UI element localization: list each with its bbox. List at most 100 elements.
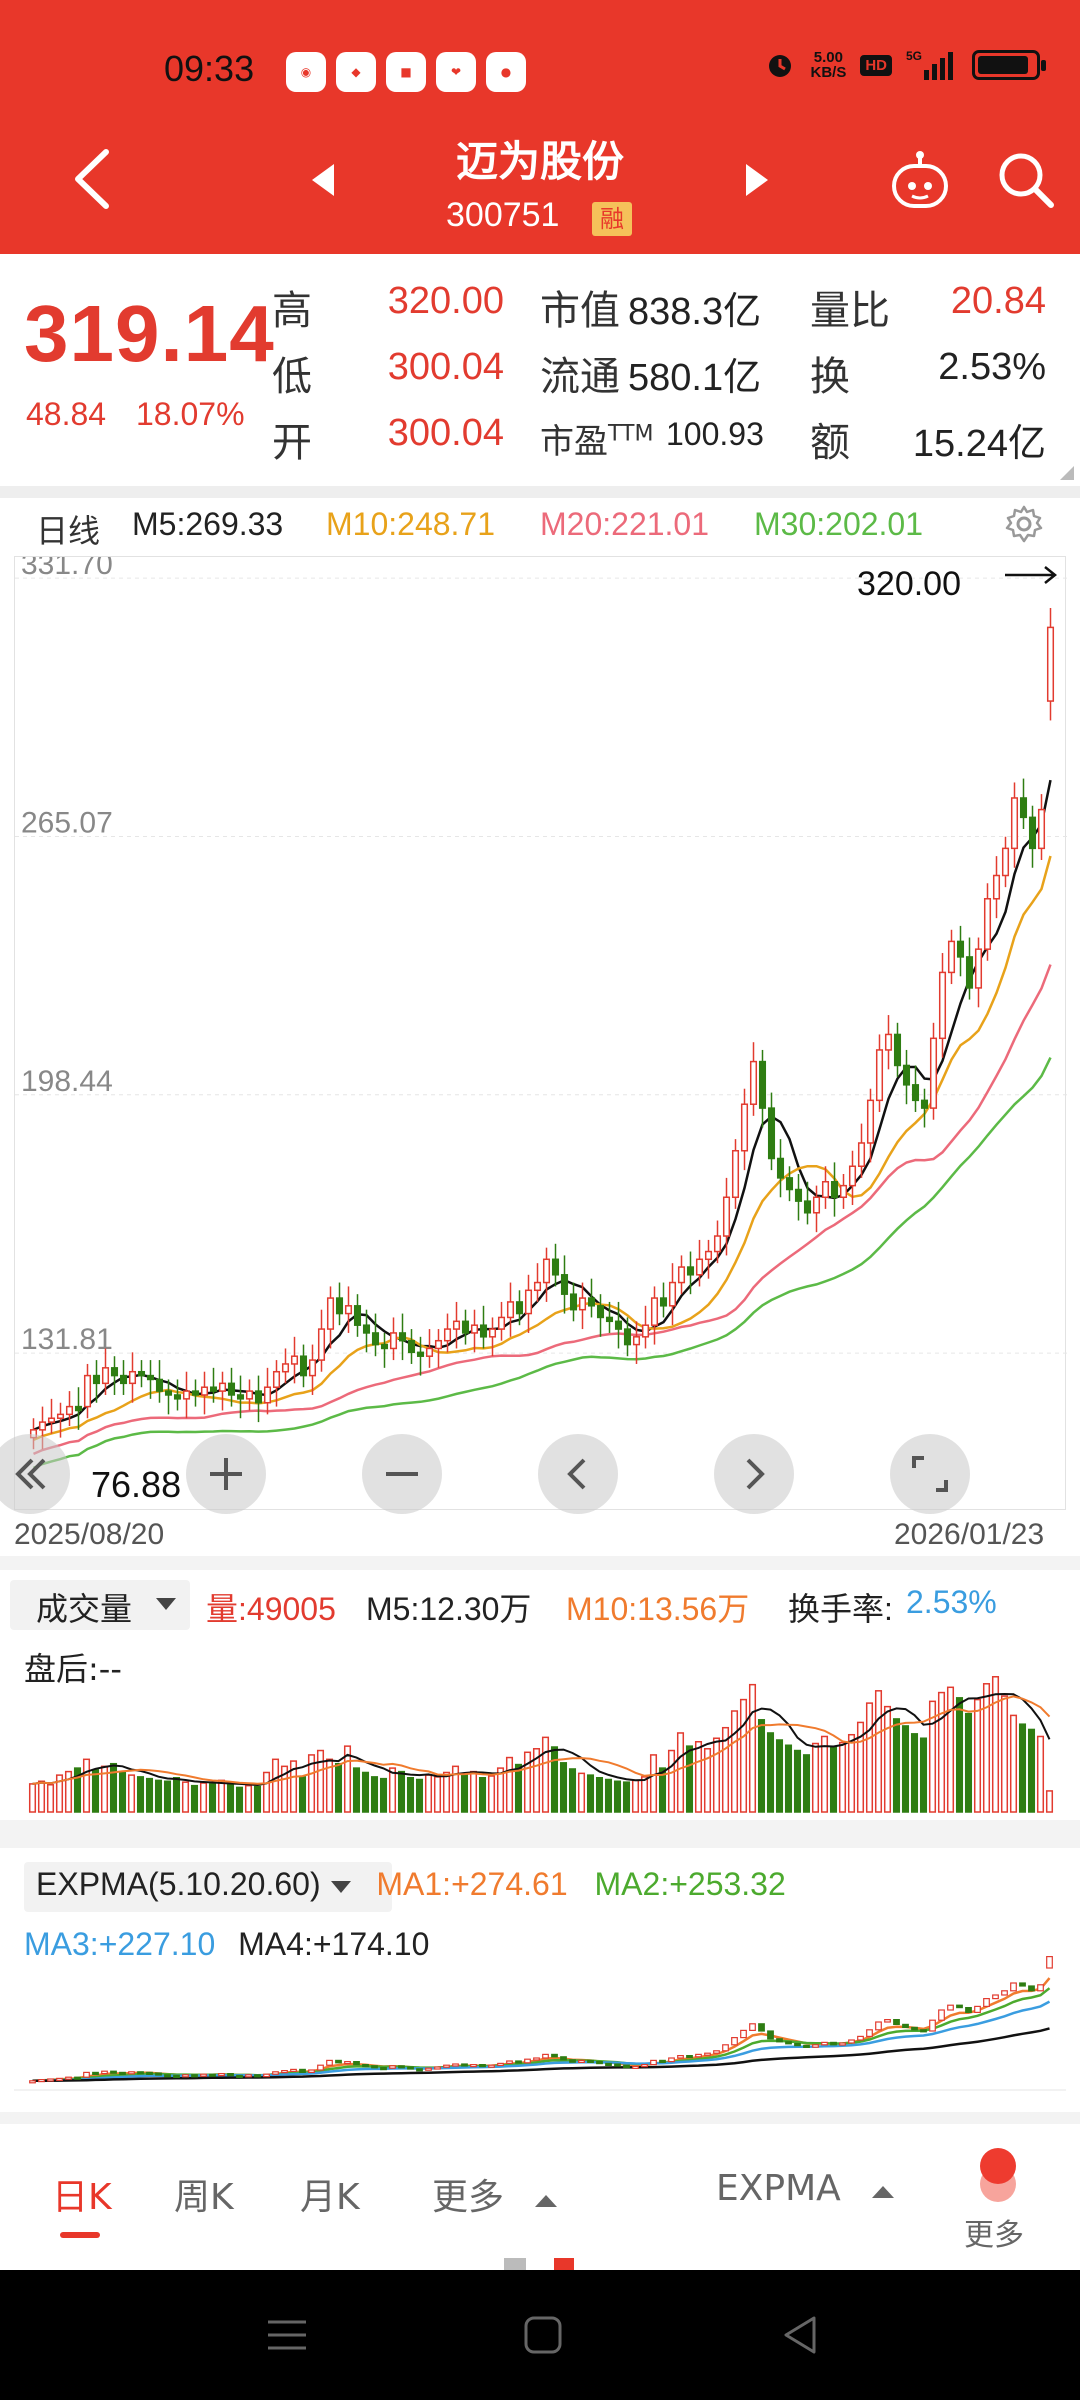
expma-candle — [803, 2044, 810, 2048]
back-arrow-icon[interactable] — [66, 146, 124, 212]
expma-indicator-dropdown[interactable] — [24, 1862, 392, 1912]
tab-day[interactable]: 日K — [52, 2177, 112, 2218]
tab-month[interactable]: 月K — [300, 2177, 360, 2218]
settings-gear-icon[interactable] — [1004, 504, 1044, 544]
tab-indicator-select[interactable]: EXPMA — [716, 2168, 896, 2209]
search-icon[interactable] — [996, 150, 1056, 210]
tab-more-periods[interactable]: 更多 — [432, 2168, 559, 2220]
expma-chart[interactable] — [14, 1900, 1066, 2100]
candle — [947, 940, 956, 974]
expma-candle — [290, 2068, 297, 2072]
expma-candle — [29, 2080, 36, 2084]
candle — [704, 1250, 713, 1261]
expma-candle — [443, 2064, 450, 2068]
candle — [164, 1390, 173, 1396]
expma-candle — [758, 2023, 765, 2032]
assistant-robot-icon[interactable] — [888, 150, 952, 212]
expma-candle — [461, 2063, 468, 2067]
expma-candle — [56, 2077, 63, 2081]
volume-chart[interactable] — [14, 1630, 1066, 1816]
expma-candle — [1001, 1990, 1008, 1996]
volume-bar — [361, 1771, 370, 1813]
expma-candle — [641, 2064, 648, 2068]
candle — [605, 1316, 614, 1323]
candle — [74, 1405, 83, 1412]
more-indicators-label[interactable]: 更多 — [964, 2218, 1024, 2253]
candle — [785, 1177, 794, 1191]
volume-bar — [586, 1774, 595, 1813]
kline-svg[interactable]: 331.70 265.07 198.44 131.81 320.00 76.88 — [15, 548, 1067, 1511]
volume-bar — [487, 1775, 496, 1813]
home-icon[interactable] — [518, 2310, 568, 2360]
expma-ma3: MA3:+227.10 — [24, 1926, 216, 1962]
stock-name: 迈为股份 — [455, 137, 624, 186]
expma-candle — [893, 2018, 900, 2025]
float-label: 流通 — [540, 354, 620, 400]
volume-bar — [253, 1785, 262, 1813]
candle — [308, 1359, 317, 1377]
low-label: 低 — [272, 354, 312, 400]
volume-bar — [217, 1779, 226, 1813]
previous-stock-icon[interactable] — [304, 160, 344, 200]
candle — [83, 1374, 92, 1408]
expand-corner-icon[interactable] — [1060, 466, 1074, 480]
volume-indicator-dropdown[interactable] — [10, 1580, 190, 1630]
ma10-line — [33, 855, 1052, 1442]
candle — [173, 1394, 182, 1400]
volume-bar — [613, 1780, 622, 1813]
turnover-rate-label: 换手率: — [788, 1591, 893, 1627]
app-notification-icon: ◉ — [286, 52, 326, 92]
zoom-in-button[interactable] — [186, 1434, 266, 1514]
candle — [875, 1049, 884, 1102]
expma-candle — [335, 2059, 342, 2064]
expma-candle — [128, 2071, 135, 2075]
volume-bar — [28, 1783, 37, 1813]
candle — [128, 1370, 137, 1385]
menu-icon[interactable] — [262, 2310, 312, 2360]
scroll-left-fast-button[interactable] — [0, 1434, 70, 1514]
candle — [398, 1332, 407, 1342]
fullscreen-button[interactable] — [890, 1434, 970, 1514]
back-icon[interactable] — [776, 2310, 826, 2360]
next-stock-icon[interactable] — [736, 160, 776, 200]
tab-week[interactable]: 周K — [174, 2177, 234, 2218]
kline-chart[interactable]: 331.70 265.07 198.44 131.81 320.00 76.88 — [14, 548, 1067, 1511]
candle — [848, 1165, 857, 1187]
expma-ma2: MA2:+253.32 — [594, 1866, 786, 1902]
expma-candle — [740, 2029, 747, 2039]
expma-candle — [569, 2059, 576, 2063]
expma-candle — [884, 2018, 891, 2023]
volume-bar — [397, 1770, 406, 1813]
candle — [695, 1258, 704, 1276]
alarm-icon — [769, 55, 792, 77]
zoom-out-button[interactable] — [362, 1434, 442, 1514]
candle — [542, 1258, 551, 1284]
volume-bar — [892, 1718, 901, 1813]
expma-candle — [605, 2062, 612, 2066]
float-value: 580.1亿 — [628, 357, 762, 399]
volume-bar — [424, 1774, 433, 1813]
more-indicators-icon[interactable] — [972, 2144, 1024, 2204]
hd-icon: HD — [860, 54, 892, 76]
volume-bar — [352, 1767, 361, 1813]
expma-candle — [272, 2071, 279, 2075]
app-notification-icon: ■ — [386, 52, 426, 92]
scroll-right-button[interactable] — [714, 1434, 794, 1514]
expma-candle — [551, 2053, 558, 2058]
scroll-left-button[interactable] — [538, 1434, 618, 1514]
volume-bar — [595, 1777, 604, 1813]
expma-ma1-line — [32, 1977, 1051, 2083]
high-annotation-arrow — [1005, 566, 1058, 584]
volume-bar — [676, 1732, 685, 1813]
expma-candle — [938, 2009, 945, 2021]
volume-bar — [415, 1778, 424, 1813]
expma-candle — [74, 2076, 81, 2080]
candle — [884, 1033, 893, 1051]
quote-panel[interactable]: 319.14 48.84 18.07% 高 320.00 低 300.04 开 … — [0, 254, 1080, 486]
high-value: 320.00 — [387, 280, 504, 322]
candle — [920, 1099, 929, 1109]
expma-candle — [686, 2055, 693, 2059]
volume-bar — [766, 1732, 775, 1813]
volume-bar — [343, 1745, 352, 1813]
volume-bar — [505, 1756, 514, 1813]
